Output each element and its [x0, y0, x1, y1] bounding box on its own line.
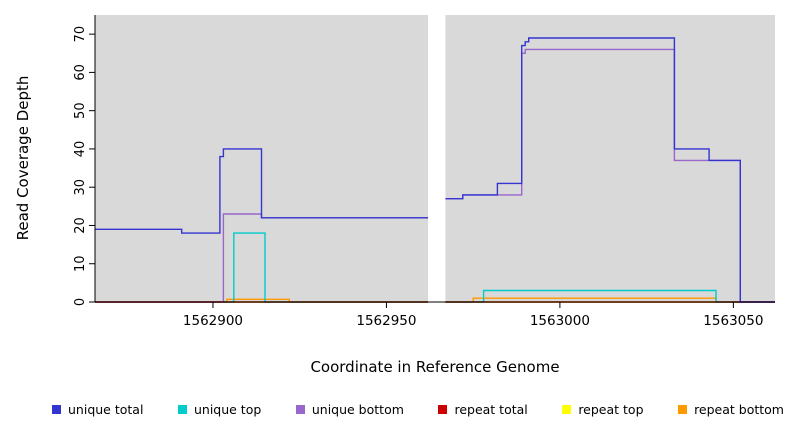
y-tick-label: 0	[73, 298, 88, 306]
legend-swatch-icon	[678, 404, 688, 414]
y-tick-label: 30	[73, 179, 88, 196]
legend-item-repeat-total: repeat total	[438, 401, 528, 417]
x-tick-label: 1563050	[703, 313, 763, 329]
y-tick-label: 40	[73, 141, 88, 158]
y-tick-label: 70	[73, 26, 88, 43]
series-line-unique-total	[95, 37, 775, 303]
legend-item-repeat-bottom: repeat bottom	[678, 402, 784, 417]
x-axis-title: Coordinate in Reference Genome	[310, 358, 560, 376]
x-tick-label: 1562950	[356, 313, 416, 329]
coverage-gap-band	[428, 14, 446, 303]
legend-item-unique-top: unique top	[177, 401, 262, 417]
legend: unique total unique top unique bottom repea…	[52, 397, 784, 421]
legend-swatch-icon	[52, 404, 61, 414]
legend-item-repeat-top: repeat top	[562, 401, 644, 417]
legend-swatch-icon	[177, 404, 187, 414]
y-tick-label: 50	[73, 102, 88, 119]
x-tick-label: 1563000	[530, 313, 590, 329]
y-tick-label: 60	[73, 64, 88, 81]
legend-label: repeat bottom	[694, 401, 784, 417]
legend-label: repeat total	[454, 401, 528, 417]
legend-swatch-icon	[438, 404, 448, 414]
y-tick-label: 10	[73, 255, 88, 272]
legend-label: repeat top	[578, 401, 644, 417]
legend-item-unique-bottom: unique bottom	[295, 401, 404, 417]
legend-item-unique-total: unique total	[52, 402, 143, 417]
legend-swatch-icon	[295, 404, 305, 414]
coverage-plot: 0 10 20 30 40 50 60 70 1562900 1562950 1563000 1563…	[73, 14, 775, 329]
legend-label: unique bottom	[311, 401, 404, 417]
legend-label: unique total	[68, 401, 144, 417]
y-tick-label: 20	[73, 217, 88, 234]
legend-label: unique top	[193, 401, 262, 417]
x-tick-label: 1562900	[183, 313, 243, 329]
legend-swatch-icon	[562, 404, 572, 414]
y-axis-title: Read Coverage Depth	[14, 75, 32, 241]
